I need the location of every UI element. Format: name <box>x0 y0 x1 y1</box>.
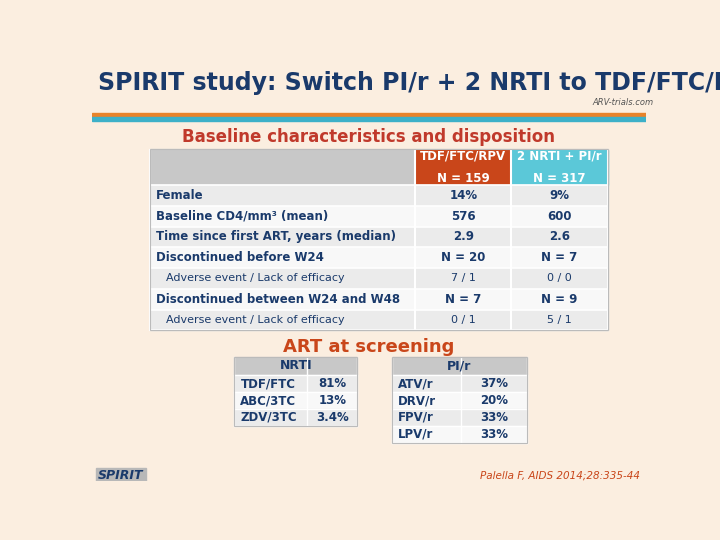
Text: 7 / 1: 7 / 1 <box>451 273 476 284</box>
Bar <box>392 409 527 426</box>
Text: TDF/FTC/RPV: TDF/FTC/RPV <box>420 150 506 163</box>
Bar <box>150 289 608 309</box>
Text: NRTI: NRTI <box>279 360 312 373</box>
Text: ARV-trials.com: ARV-trials.com <box>593 98 654 107</box>
Text: N = 9: N = 9 <box>541 293 577 306</box>
Text: 0 / 1: 0 / 1 <box>451 315 476 325</box>
Bar <box>96 468 145 483</box>
Bar <box>150 150 608 330</box>
Text: N = 7: N = 7 <box>445 293 482 306</box>
Text: 0 / 0: 0 / 0 <box>547 273 572 284</box>
Text: DRV/r: DRV/r <box>398 394 436 407</box>
Text: Baseline characteristics and disposition: Baseline characteristics and disposition <box>182 128 556 146</box>
Text: 2.6: 2.6 <box>549 231 570 244</box>
Text: SPIRIT: SPIRIT <box>97 469 143 482</box>
Text: 576: 576 <box>451 210 476 222</box>
Bar <box>392 356 527 443</box>
Text: 2.9: 2.9 <box>453 231 474 244</box>
Text: LPV/r: LPV/r <box>398 428 433 441</box>
Text: 13%: 13% <box>318 394 346 407</box>
Text: N = 20: N = 20 <box>441 251 485 264</box>
Text: ABC/3TC: ABC/3TC <box>240 394 297 407</box>
Text: N = 159: N = 159 <box>437 172 490 185</box>
Bar <box>150 268 608 289</box>
Bar <box>392 392 527 409</box>
Text: Palella F, AIDS 2014;28:335-44: Palella F, AIDS 2014;28:335-44 <box>480 470 640 480</box>
Text: 14%: 14% <box>449 189 477 202</box>
Bar <box>415 150 511 185</box>
Bar <box>392 375 527 392</box>
Bar <box>234 356 357 375</box>
Text: ZDV/3TC: ZDV/3TC <box>240 411 297 424</box>
Text: N = 317: N = 317 <box>534 172 586 185</box>
Bar <box>92 117 647 121</box>
Text: 33%: 33% <box>480 428 508 441</box>
Text: FPV/r: FPV/r <box>398 411 434 424</box>
Text: Adverse event / Lack of efficacy: Adverse event / Lack of efficacy <box>166 273 345 284</box>
Bar <box>150 247 608 268</box>
Bar <box>234 375 357 392</box>
Text: Adverse event / Lack of efficacy: Adverse event / Lack of efficacy <box>166 315 345 325</box>
Text: 81%: 81% <box>318 377 346 390</box>
Text: Discontinued before W24: Discontinued before W24 <box>156 251 323 264</box>
Bar <box>234 356 357 426</box>
Text: Discontinued between W24 and W48: Discontinued between W24 and W48 <box>156 293 400 306</box>
Text: ART at screening: ART at screening <box>283 338 455 356</box>
Text: N = 7: N = 7 <box>541 251 577 264</box>
Bar <box>150 150 415 185</box>
Text: Baseline CD4/mm³ (mean): Baseline CD4/mm³ (mean) <box>156 210 328 222</box>
Bar <box>150 309 608 330</box>
Bar <box>150 226 608 247</box>
Text: 33%: 33% <box>480 411 508 424</box>
Text: 5 / 1: 5 / 1 <box>547 315 572 325</box>
Bar <box>392 356 527 375</box>
Text: 3.4%: 3.4% <box>316 411 348 424</box>
Text: Time since first ART, years (median): Time since first ART, years (median) <box>156 231 396 244</box>
Bar <box>392 426 527 443</box>
Text: 600: 600 <box>547 210 572 222</box>
Bar <box>150 185 608 206</box>
Text: 2 NRTI + PI/r: 2 NRTI + PI/r <box>517 150 602 163</box>
Text: 37%: 37% <box>480 377 508 390</box>
Bar <box>511 150 608 185</box>
Bar <box>92 112 647 117</box>
Text: PI/r: PI/r <box>447 360 472 373</box>
Bar <box>234 392 357 409</box>
Text: ATV/r: ATV/r <box>398 377 434 390</box>
Text: Female: Female <box>156 189 203 202</box>
Text: TDF/FTC: TDF/FTC <box>240 377 295 390</box>
Text: SPIRIT study: Switch PI/r + 2 NRTI to TDF/FTC/RPV: SPIRIT study: Switch PI/r + 2 NRTI to TD… <box>98 71 720 95</box>
Text: 20%: 20% <box>480 394 508 407</box>
Text: 9%: 9% <box>549 189 570 202</box>
Bar <box>150 206 608 226</box>
Bar <box>234 409 357 426</box>
Bar <box>150 150 608 330</box>
